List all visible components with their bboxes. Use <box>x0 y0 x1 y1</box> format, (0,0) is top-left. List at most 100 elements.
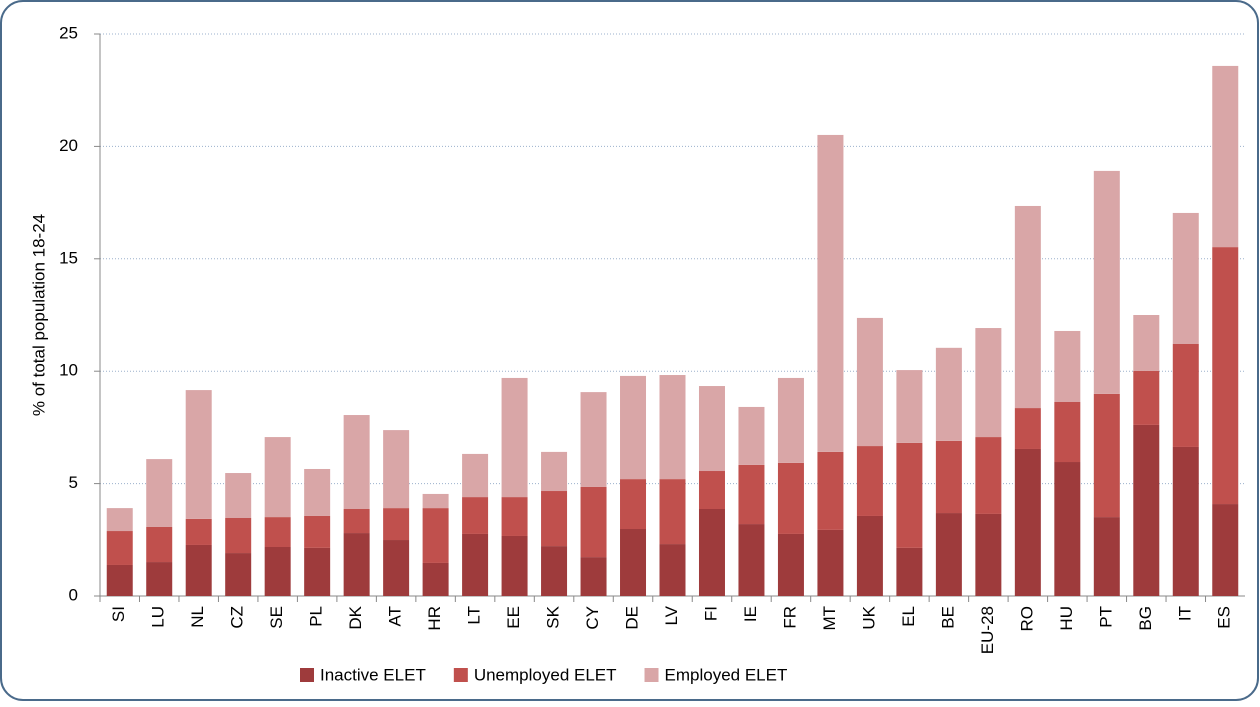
bar-segment <box>1054 401 1081 463</box>
x-tick-label: SI <box>109 606 128 622</box>
x-tick-label: LV <box>662 605 681 625</box>
bar-segment <box>856 446 883 516</box>
y-axis-label: % of total population 18-24 <box>29 214 48 416</box>
bar-segment <box>383 430 410 509</box>
y-tick-label: 25 <box>59 23 78 42</box>
bar-segment <box>1093 170 1120 394</box>
bar-segment <box>146 562 173 596</box>
bar-segment <box>1212 65 1239 248</box>
bar-segment <box>225 517 252 554</box>
x-tick-label: LU <box>149 606 168 628</box>
x-tick-label: HR <box>425 606 444 631</box>
y-tick-label: 10 <box>59 361 78 380</box>
bar-segment <box>185 518 212 545</box>
bar-segment <box>896 370 923 443</box>
bar-segment <box>896 547 923 596</box>
x-tick-label: CZ <box>228 606 247 629</box>
bar-segment <box>1093 517 1120 596</box>
legend-swatch <box>644 668 659 682</box>
bar-segment <box>580 486 607 558</box>
bar-segment <box>659 375 686 480</box>
x-tick-label: MT <box>820 606 839 631</box>
bar-segment <box>541 546 568 596</box>
bar-segment <box>225 473 252 518</box>
x-tick-label: HU <box>1057 606 1076 631</box>
y-tick-label: 5 <box>69 473 78 492</box>
x-tick-label: RO <box>1017 606 1036 632</box>
bar-segment <box>777 462 804 534</box>
bar-segment <box>1212 247 1239 505</box>
x-tick-label: EU-28 <box>978 606 997 654</box>
bar-segment <box>185 544 212 596</box>
x-tick-label: DK <box>346 605 365 629</box>
bar-segment <box>856 515 883 596</box>
bar-segment <box>146 526 173 563</box>
bar-segment <box>580 392 607 487</box>
bar-segment <box>698 471 725 510</box>
bar-segment <box>462 453 489 498</box>
x-tick-label: SK <box>544 605 563 628</box>
x-tick-label: PT <box>1096 606 1115 628</box>
bar-segment <box>975 437 1002 514</box>
bar-segment <box>501 377 528 498</box>
bar-segment <box>896 442 923 548</box>
bar-segment <box>777 533 804 596</box>
bar-segment <box>1133 315 1160 371</box>
bar-segment <box>659 544 686 596</box>
x-tick-label: BG <box>1136 606 1155 631</box>
bar-segment <box>343 415 370 510</box>
y-tick-label: 20 <box>59 136 78 155</box>
bar-segment <box>1014 408 1041 449</box>
x-tick-label: AT <box>386 606 405 626</box>
bar-segment <box>383 508 410 541</box>
x-tick-label: IT <box>1175 606 1194 621</box>
x-tick-label: PL <box>307 606 326 627</box>
x-tick-label: UK <box>859 605 878 629</box>
bar-segment <box>304 547 331 596</box>
bar-segment <box>1133 424 1160 596</box>
legend-label: Inactive ELET <box>320 665 426 684</box>
legend-label: Unemployed ELET <box>474 665 617 684</box>
bar-segment <box>856 317 883 447</box>
bar-segment <box>1172 446 1199 596</box>
bar-segment <box>1014 448 1041 596</box>
x-tick-label: EL <box>899 606 918 627</box>
y-tick-label: 15 <box>59 248 78 267</box>
x-tick-label: NL <box>188 606 207 628</box>
bar-segment <box>620 375 647 480</box>
bar-segment <box>777 377 804 463</box>
bar-segment <box>975 513 1002 596</box>
x-tick-label: LT <box>465 606 484 625</box>
bar-segment <box>935 513 962 596</box>
bar-segment <box>1212 504 1239 596</box>
bar-segment <box>1054 330 1081 402</box>
bar-segment <box>738 464 765 525</box>
bar-segment <box>1172 212 1199 344</box>
bar-segment <box>620 529 647 596</box>
bar-segment <box>580 557 607 596</box>
bar-segment <box>383 540 410 596</box>
bar-segment <box>935 347 962 441</box>
x-tick-label: CY <box>583 606 602 630</box>
bar-segment <box>462 497 489 534</box>
bar-segment <box>817 451 844 530</box>
bar-segment <box>659 479 686 545</box>
bar-segment <box>817 134 844 452</box>
bar-segment <box>620 479 647 530</box>
bar-segment <box>541 491 568 547</box>
x-tick-label: ES <box>1215 606 1234 629</box>
x-tick-label: BE <box>938 606 957 629</box>
bar-segment <box>225 553 252 596</box>
bar-segment <box>146 459 173 527</box>
bar-segment <box>422 508 449 563</box>
bar-segment <box>304 515 331 548</box>
bar-segment <box>106 564 133 596</box>
bar-segment <box>501 535 528 596</box>
bar-segment <box>698 509 725 596</box>
x-tick-label: EE <box>504 606 523 629</box>
legend-swatch <box>453 668 468 682</box>
bar-segment <box>738 524 765 596</box>
bar-segment <box>106 508 133 532</box>
bar-segment <box>422 562 449 596</box>
